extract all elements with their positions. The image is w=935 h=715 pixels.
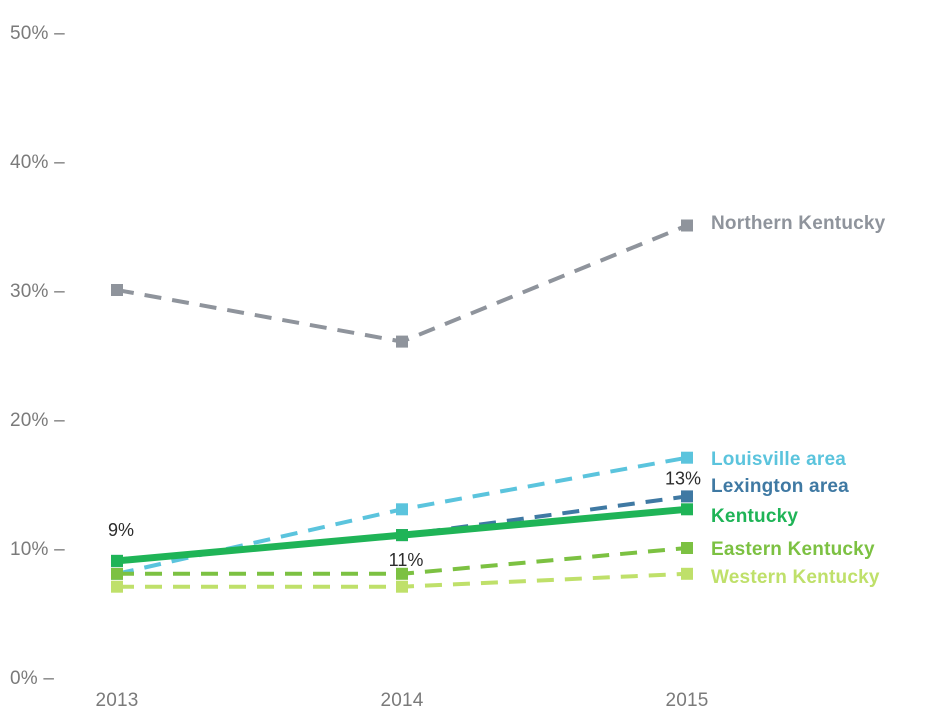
y-tick-label: 50% – <box>10 23 65 44</box>
data-label: 13% <box>665 468 701 488</box>
data-point-marker <box>396 580 408 593</box>
data-point-marker <box>681 542 693 554</box>
x-tick-label: 2013 <box>95 690 138 711</box>
x-tick-label: 2014 <box>380 690 423 711</box>
series-label-eastern-kentucky: Eastern Kentucky <box>711 539 875 560</box>
data-point-marker <box>681 451 693 464</box>
series-label-northern-kentucky: Northern Kentucky <box>711 213 886 234</box>
data-label: 11% <box>389 550 424 570</box>
data-point-marker <box>111 554 123 567</box>
data-point-marker <box>111 567 123 580</box>
data-label: 9% <box>108 520 134 540</box>
data-point-marker <box>396 529 408 542</box>
data-point-marker <box>396 567 408 580</box>
data-point-marker <box>111 580 123 593</box>
y-axis: 0% – 10% – 20% – 30% – 40% – 50% – <box>10 23 65 689</box>
series-eastern-kentucky <box>111 542 693 580</box>
series-labels: Northern Kentucky Louisville area Lexingto… <box>711 213 886 588</box>
y-tick-label: 20% – <box>10 410 65 431</box>
data-point-marker <box>396 335 408 348</box>
data-point-marker <box>681 567 693 580</box>
x-axis: 2013 2014 2015 <box>95 690 708 711</box>
series-layer: 9% 11% 13% <box>108 219 701 593</box>
y-tick-label: 10% – <box>10 539 65 560</box>
data-point-marker <box>396 503 408 516</box>
data-point-marker <box>681 219 693 232</box>
series-label-louisville-area: Louisville area <box>711 449 846 470</box>
data-point-marker <box>111 284 123 296</box>
series-western-kentucky <box>111 567 693 593</box>
y-tick-label: 40% – <box>10 152 65 173</box>
series-line <box>116 223 688 344</box>
y-tick-label: 30% – <box>10 281 65 302</box>
x-tick-label: 2015 <box>665 690 708 711</box>
data-point-marker <box>681 490 693 503</box>
series-northern-kentucky <box>111 219 693 348</box>
series-label-western-kentucky: Western Kentucky <box>711 567 880 588</box>
data-point-marker <box>681 503 693 516</box>
series-label-kentucky: Kentucky <box>711 506 798 527</box>
y-tick-label: 0% – <box>10 668 54 689</box>
series-label-lexington-area: Lexington area <box>711 476 849 497</box>
series-kentucky: 9% 11% 13% <box>108 468 701 570</box>
